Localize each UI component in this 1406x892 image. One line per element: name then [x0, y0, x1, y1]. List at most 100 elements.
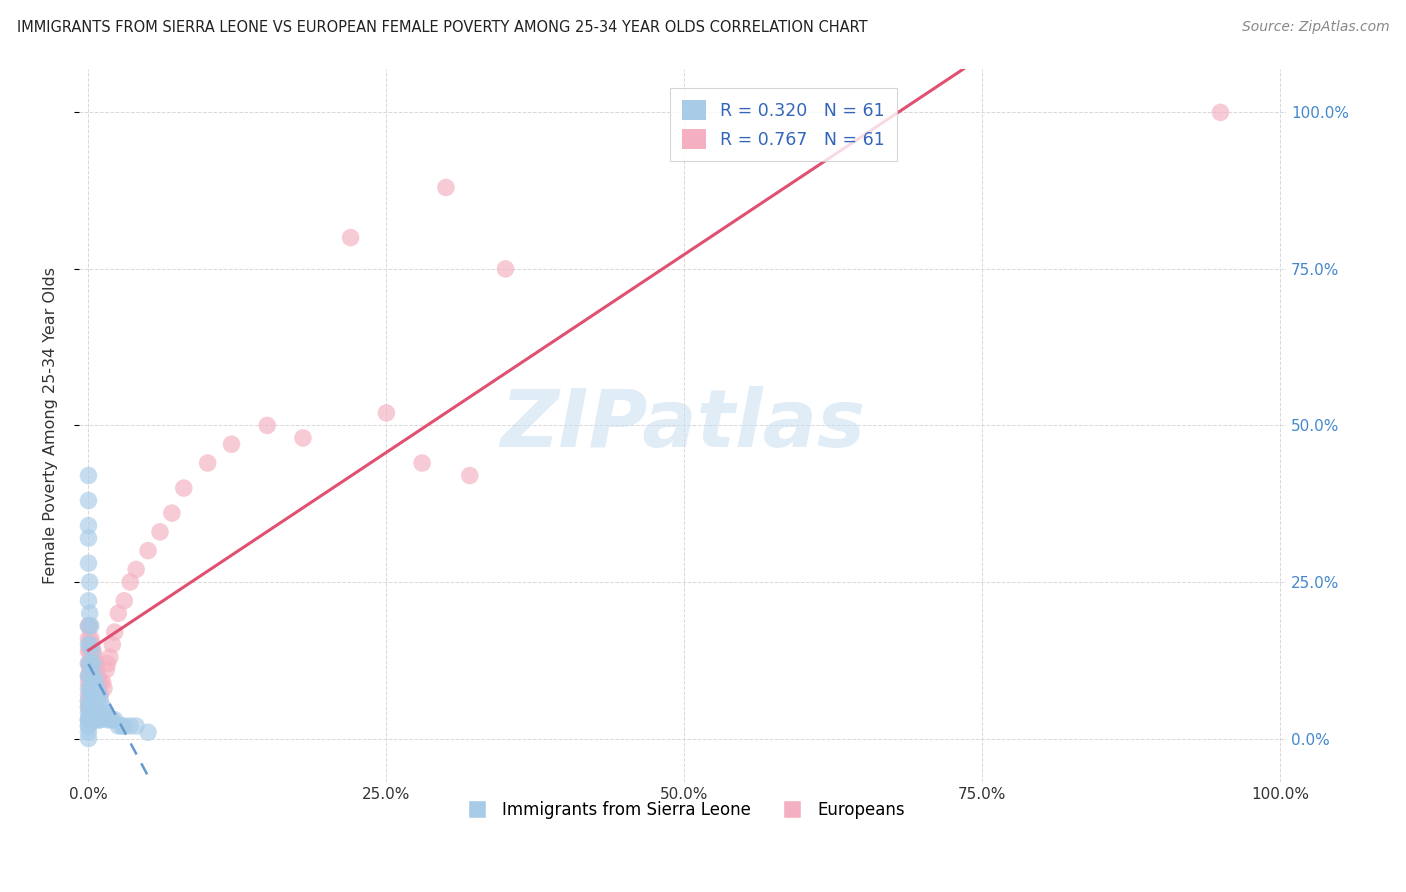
Point	[411, 456, 433, 470]
Point	[80, 632, 103, 646]
Point	[136, 543, 159, 558]
Point	[77, 493, 100, 508]
Point	[197, 456, 219, 470]
Point	[89, 713, 111, 727]
Point	[80, 700, 103, 714]
Point	[77, 531, 100, 545]
Point	[1209, 105, 1232, 120]
Point	[83, 650, 105, 665]
Point	[80, 675, 103, 690]
Point	[89, 688, 111, 702]
Point	[111, 719, 134, 733]
Point	[80, 644, 103, 658]
Point	[77, 518, 100, 533]
Point	[80, 657, 103, 671]
Point	[79, 619, 101, 633]
Point	[173, 481, 195, 495]
Point	[434, 180, 457, 194]
Point	[77, 657, 100, 671]
Point	[83, 694, 105, 708]
Point	[77, 669, 100, 683]
Point	[79, 681, 101, 696]
Point	[86, 663, 108, 677]
Point	[87, 688, 110, 702]
Point	[96, 713, 118, 727]
Point	[136, 725, 159, 739]
Point	[86, 681, 108, 696]
Point	[120, 719, 142, 733]
Point	[291, 431, 314, 445]
Legend: Immigrants from Sierra Leone, Europeans: Immigrants from Sierra Leone, Europeans	[453, 794, 911, 825]
Point	[87, 669, 110, 683]
Point	[77, 632, 100, 646]
Point	[89, 675, 111, 690]
Point	[79, 706, 101, 721]
Point	[77, 706, 100, 721]
Point	[149, 524, 172, 539]
Point	[93, 681, 115, 696]
Point	[87, 713, 110, 727]
Point	[107, 719, 129, 733]
Point	[86, 706, 108, 721]
Point	[98, 713, 121, 727]
Point	[101, 713, 124, 727]
Point	[77, 713, 100, 727]
Point	[112, 594, 135, 608]
Point	[77, 688, 100, 702]
Point	[82, 657, 104, 671]
Point	[89, 688, 111, 702]
Point	[77, 700, 100, 714]
Point	[96, 657, 118, 671]
Point	[77, 719, 100, 733]
Point	[80, 638, 103, 652]
Point	[77, 713, 100, 727]
Point	[79, 688, 101, 702]
Point	[96, 663, 118, 677]
Point	[80, 688, 103, 702]
Point	[107, 607, 129, 621]
Y-axis label: Female Poverty Among 25-34 Year Olds: Female Poverty Among 25-34 Year Olds	[44, 267, 58, 584]
Point	[89, 675, 111, 690]
Point	[256, 418, 278, 433]
Point	[80, 706, 103, 721]
Text: ZIPatlas: ZIPatlas	[501, 386, 865, 465]
Point	[79, 663, 101, 677]
Point	[77, 713, 100, 727]
Point	[77, 681, 100, 696]
Point	[83, 688, 105, 702]
Point	[112, 719, 135, 733]
Point	[77, 638, 100, 652]
Point	[80, 663, 103, 677]
Point	[80, 681, 103, 696]
Point	[77, 644, 100, 658]
Point	[458, 468, 481, 483]
Point	[77, 725, 100, 739]
Point	[125, 719, 148, 733]
Point	[84, 675, 107, 690]
Point	[83, 669, 105, 683]
Point	[104, 625, 127, 640]
Point	[77, 669, 100, 683]
Point	[91, 675, 114, 690]
Point	[495, 261, 517, 276]
Point	[79, 644, 101, 658]
Point	[83, 669, 105, 683]
Point	[77, 619, 100, 633]
Point	[84, 681, 107, 696]
Point	[77, 731, 100, 746]
Point	[125, 562, 148, 576]
Point	[79, 669, 101, 683]
Point	[91, 700, 114, 714]
Point	[93, 706, 115, 721]
Point	[120, 574, 142, 589]
Point	[79, 574, 101, 589]
Point	[79, 607, 101, 621]
Point	[96, 706, 118, 721]
Point	[77, 700, 100, 714]
Point	[339, 230, 361, 244]
Point	[80, 657, 103, 671]
Point	[77, 594, 100, 608]
Point	[84, 657, 107, 671]
Point	[82, 644, 104, 658]
Point	[77, 675, 100, 690]
